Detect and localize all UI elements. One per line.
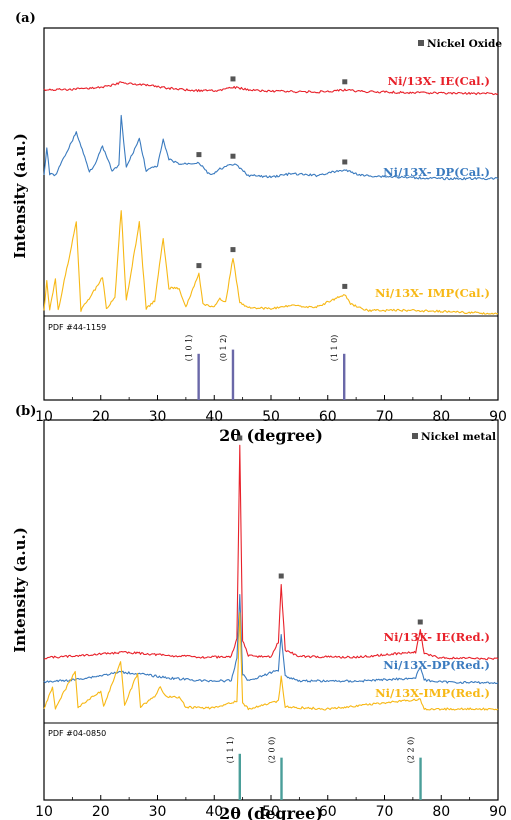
panel-label: (a) xyxy=(15,11,36,26)
reference-hkl-label: (0 1 2) xyxy=(219,335,228,362)
peak-marker xyxy=(230,76,236,82)
x-tick-label: 70 xyxy=(376,804,394,820)
x-tick-label: 80 xyxy=(432,804,450,820)
series-line xyxy=(43,210,499,315)
reference-hkl-label: (1 0 1) xyxy=(185,335,194,362)
x-tick-label: 20 xyxy=(92,409,110,425)
peak-marker xyxy=(342,283,348,289)
x-tick-label: 90 xyxy=(489,804,507,820)
x-tick-label: 50 xyxy=(262,804,280,820)
series-line xyxy=(43,612,499,711)
y-axis-label: Intensity (a.u.) xyxy=(11,133,29,259)
peak-marker xyxy=(230,247,236,253)
series-name-label: Ni/13X- DP(Cal.) xyxy=(383,165,490,179)
legend-marker-square xyxy=(412,433,418,439)
peak-marker xyxy=(342,79,348,85)
x-tick-label: 90 xyxy=(489,409,507,425)
reference-label: PDF #04-0850 xyxy=(48,729,106,738)
series-name-label: Ni/13X- IMP(Cal.) xyxy=(375,286,490,300)
reference-hkl-label: (2 2 0) xyxy=(407,737,416,764)
x-axis-label: 2θ (degree) xyxy=(219,426,323,445)
x-tick-label: 30 xyxy=(149,804,167,820)
series-line xyxy=(43,81,499,96)
y-axis-label: Intensity (a.u.) xyxy=(11,527,29,653)
x-tick-label: 30 xyxy=(149,409,167,425)
x-tick-label: 60 xyxy=(319,804,337,820)
peak-marker xyxy=(342,159,348,165)
series-name-label: Ni/13X- IE(Red.) xyxy=(384,630,490,644)
x-tick-label: 50 xyxy=(262,409,280,425)
peak-marker xyxy=(417,619,423,625)
peak-marker xyxy=(196,152,202,158)
x-tick-label: 60 xyxy=(319,409,337,425)
x-tick-label: 40 xyxy=(205,804,223,820)
x-tick-label: 80 xyxy=(432,409,450,425)
series-name-label: Ni/13X-IMP(Red.) xyxy=(375,686,490,700)
x-tick-label: 70 xyxy=(376,409,394,425)
x-tick-label: 10 xyxy=(35,804,53,820)
peak-marker xyxy=(196,263,202,269)
legend-marker-square xyxy=(418,40,424,46)
series-name-label: Ni/13X-DP(Red.) xyxy=(383,658,490,672)
peak-marker xyxy=(278,573,284,579)
series-line xyxy=(43,114,499,181)
x-tick-label: 40 xyxy=(205,409,223,425)
panel-label: (b) xyxy=(15,404,36,419)
reference-label: PDF #44-1159 xyxy=(48,323,106,332)
series-line xyxy=(43,444,499,661)
reference-hkl-label: (2 0 0) xyxy=(267,737,276,764)
chart-panel-a: (a) Intensity (a.u.) 10 20 30 40 50 60 70 80 90 2θ … xyxy=(11,11,507,445)
x-tick-label: 10 xyxy=(35,409,53,425)
series-line xyxy=(43,594,499,685)
legend-label: Nickel metal xyxy=(421,431,496,443)
chart-panel-b: (b) Intensity (a.u.) 10 20 30 40 50 60 70 80 90 2θ … xyxy=(11,404,507,820)
reference-hkl-label: (1 1 0) xyxy=(330,335,339,362)
legend-label: Nickel Oxide xyxy=(427,38,502,50)
peak-marker xyxy=(230,153,236,159)
reference-hkl-label: (1 1 1) xyxy=(226,737,235,764)
peak-marker xyxy=(237,435,243,441)
x-axis-label: 2θ (degree) xyxy=(219,804,323,820)
series-name-label: Ni/13X- IE(Cal.) xyxy=(388,74,490,88)
x-tick-label: 20 xyxy=(92,804,110,820)
